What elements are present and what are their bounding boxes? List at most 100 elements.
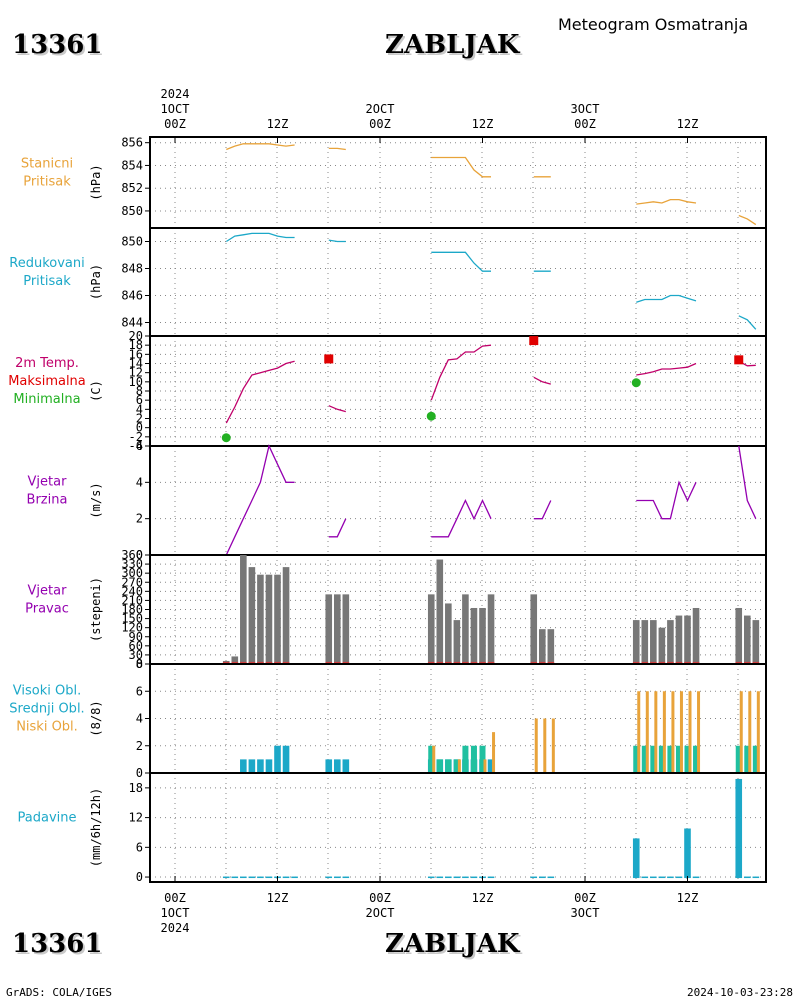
direction-bar bbox=[436, 559, 444, 664]
series-line bbox=[636, 480, 697, 520]
precipitation-bar bbox=[547, 876, 555, 879]
station-name-shadow: ZABLJAK bbox=[387, 32, 523, 62]
time-label-bottom: 12Z bbox=[267, 891, 289, 905]
cloud-bar bbox=[436, 759, 443, 773]
direction-bar bbox=[743, 615, 751, 664]
max-temp-marker bbox=[734, 355, 744, 365]
cloud-bar bbox=[752, 745, 759, 773]
y-tick-label: 850 bbox=[121, 204, 143, 218]
precipitation-bar bbox=[487, 876, 495, 879]
y-tick-label: 240 bbox=[121, 584, 143, 598]
direction-bar bbox=[445, 603, 452, 664]
precipitation-bar bbox=[650, 876, 657, 879]
time-label-top: 12Z bbox=[267, 117, 289, 131]
series-line bbox=[328, 147, 346, 151]
time-label-top: 2OCT bbox=[366, 102, 395, 116]
min-temp-marker bbox=[426, 411, 436, 421]
y-tick-label: 60 bbox=[129, 639, 143, 653]
series-line bbox=[738, 315, 757, 330]
cloud-bar bbox=[432, 745, 436, 773]
direction-bar bbox=[632, 620, 640, 664]
precipitation-bar bbox=[222, 876, 230, 879]
panel-unit: (mm/6h/12h) bbox=[89, 788, 103, 867]
panel-unit: (m/s) bbox=[89, 482, 103, 518]
precipitation-bar bbox=[282, 876, 290, 879]
min-temp-marker bbox=[631, 378, 641, 388]
max-temp-marker bbox=[529, 336, 539, 346]
series-line bbox=[225, 444, 295, 556]
time-label-bottom: 2OCT bbox=[366, 906, 395, 920]
y-tick-label: 30 bbox=[129, 648, 143, 662]
cloud-bar bbox=[637, 691, 641, 773]
precipitation-bar bbox=[658, 876, 666, 879]
time-label-top: 12Z bbox=[677, 117, 699, 131]
time-label-top: 2024 bbox=[161, 87, 190, 101]
panel-label: 2m Temp. bbox=[15, 356, 79, 371]
direction-bar bbox=[325, 594, 333, 664]
direction-bar bbox=[658, 627, 666, 664]
time-label-top: 3OCT bbox=[571, 102, 600, 116]
panel-clouds: 0 2 4 6 8 Visoki Obl. Srednji Obl. Niski Obl. (8… bbox=[9, 657, 767, 780]
direction-bar bbox=[650, 620, 657, 664]
y-tick-label: 6 bbox=[136, 840, 143, 854]
direction-bar bbox=[547, 629, 555, 664]
y-tick-label: 2 bbox=[136, 739, 143, 753]
cloud-bar bbox=[684, 745, 691, 773]
y-tick-label: 0 bbox=[136, 657, 143, 671]
y-tick-label: 8 bbox=[136, 657, 143, 671]
max-temp-marker bbox=[324, 354, 334, 364]
direction-bar bbox=[453, 620, 461, 664]
direction-bar bbox=[470, 607, 478, 664]
panel-label: Visoki Obl. bbox=[13, 684, 81, 699]
station-name-bottom-shadow: ZABLJAK bbox=[387, 931, 523, 961]
series-line bbox=[431, 251, 491, 272]
cloud-bar bbox=[658, 745, 665, 773]
y-tick-label: 12 bbox=[129, 811, 143, 825]
direction-bar bbox=[342, 594, 350, 664]
series-line bbox=[431, 498, 492, 538]
cloud-bar bbox=[479, 745, 486, 773]
precipitation-bar bbox=[684, 828, 691, 879]
precipitation-bar bbox=[248, 876, 256, 879]
series-line bbox=[431, 156, 491, 178]
precipitation-bar bbox=[445, 876, 452, 879]
cloud-bar bbox=[739, 691, 743, 773]
time-label-top: 00Z bbox=[369, 117, 391, 131]
station-id-top: 13361 bbox=[12, 30, 102, 60]
cloud-bar bbox=[333, 759, 341, 773]
panel-label: Pravac bbox=[25, 602, 69, 617]
cloud-bar bbox=[470, 745, 477, 773]
y-tick-label: 18 bbox=[129, 338, 143, 352]
cloud-bar bbox=[240, 759, 247, 773]
panel-wind_speed: 0 2 4 6 Vjetar Brzina (m/s) bbox=[27, 439, 767, 562]
station-name-top: ZABLJAK bbox=[385, 30, 521, 60]
cloud-bar bbox=[483, 759, 487, 773]
direction-bar bbox=[487, 594, 495, 664]
cloud-bar bbox=[274, 745, 281, 773]
cloud-bar bbox=[248, 759, 256, 773]
time-label-bottom: 12Z bbox=[472, 891, 494, 905]
cloud-bar bbox=[457, 759, 461, 773]
cloud-bar bbox=[671, 691, 675, 773]
y-tick-label: 0 bbox=[136, 766, 143, 780]
series-line bbox=[328, 518, 347, 538]
panel-unit: (C) bbox=[89, 380, 103, 402]
panel-label: Pritisak bbox=[23, 274, 71, 289]
temperature-line bbox=[225, 360, 295, 424]
y-tick-label: 854 bbox=[121, 158, 143, 172]
direction-bar bbox=[248, 567, 256, 664]
cloud-bar bbox=[462, 745, 469, 773]
precipitation-bar bbox=[632, 838, 640, 879]
temperature-line bbox=[328, 405, 346, 413]
cloud-bar bbox=[688, 691, 692, 773]
y-tick-label: 4 bbox=[136, 402, 143, 416]
panel-wind_direction: 0306090120150180210240270300330360Vjetar… bbox=[25, 548, 767, 671]
y-tick-label: 360 bbox=[121, 548, 143, 562]
precipitation-bar bbox=[462, 876, 469, 879]
y-tick-label: 120 bbox=[121, 621, 143, 635]
y-tick-label: 856 bbox=[121, 136, 143, 150]
y-tick-label: 18 bbox=[129, 781, 143, 795]
